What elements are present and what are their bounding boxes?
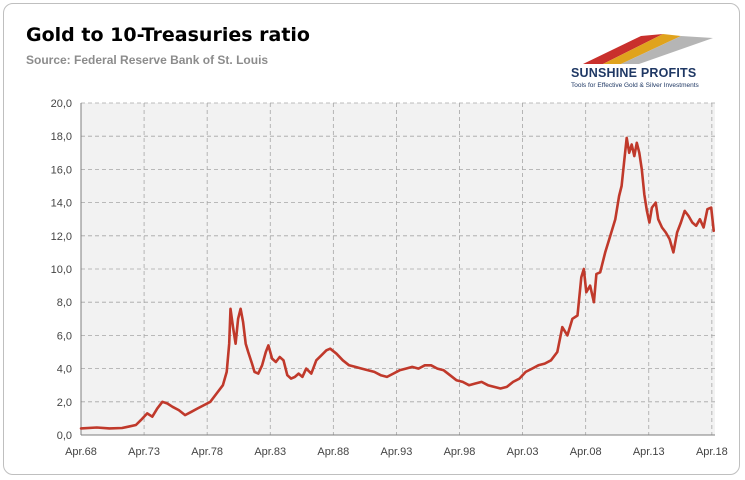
x-tick-label: Apr.98 [444,446,476,458]
vertical-gridlines [143,103,713,435]
y-tick-label: 20,0 [51,98,72,110]
y-tick-label: 8,0 [57,297,72,309]
x-tick-label: Apr.13 [633,446,665,458]
x-tick-label: Apr.68 [65,446,97,458]
y-tick-label: 14,0 [51,198,72,210]
x-tick-label: Apr.78 [191,446,223,458]
sunshine-profits-logo: SUNSHINE PROFITS Tools for Effective Gol… [563,24,723,96]
x-tick-label: Apr.88 [317,446,349,458]
y-tick-label: 12,0 [51,231,72,243]
y-tick-label: 0,0 [57,430,72,442]
axes [80,103,715,436]
y-tick-label: 18,0 [51,131,72,143]
y-tick-label: 16,0 [51,164,72,176]
chart-source: Source: Federal Reserve Bank of St. Loui… [26,53,269,67]
x-tick-label: Apr.18 [696,446,728,458]
x-tick-label: Apr.93 [381,446,413,458]
chart-title: Gold to 10-Treasuries ratio [26,24,310,46]
logo-swoosh-icon [583,34,713,64]
ratio-series-line [79,136,716,430]
y-tick-label: 4,0 [57,364,72,376]
y-tick-label: 2,0 [57,397,72,409]
x-axis-ticks: Apr.68 Apr.73 Apr.78 Apr.83 Apr.88 Apr.93 Apr.… [65,446,728,458]
series-group [79,136,716,430]
x-tick-label: Apr.73 [128,446,160,458]
x-tick-label: Apr.03 [507,446,539,458]
logo-tagline: Tools for Effective Gold & Silver Invest… [571,82,699,89]
x-tick-label: Apr.83 [254,446,286,458]
y-tick-label: 10,0 [51,264,72,276]
y-axis-ticks: 0,0 2,0 4,0 6,0 8,0 10,0 12,0 14,0 16,0 18,0 20,0 [51,98,72,442]
y-tick-label: 6,0 [57,330,72,342]
logo-name: SUNSHINE PROFITS [571,66,697,80]
x-tick-label: Apr.08 [570,446,602,458]
